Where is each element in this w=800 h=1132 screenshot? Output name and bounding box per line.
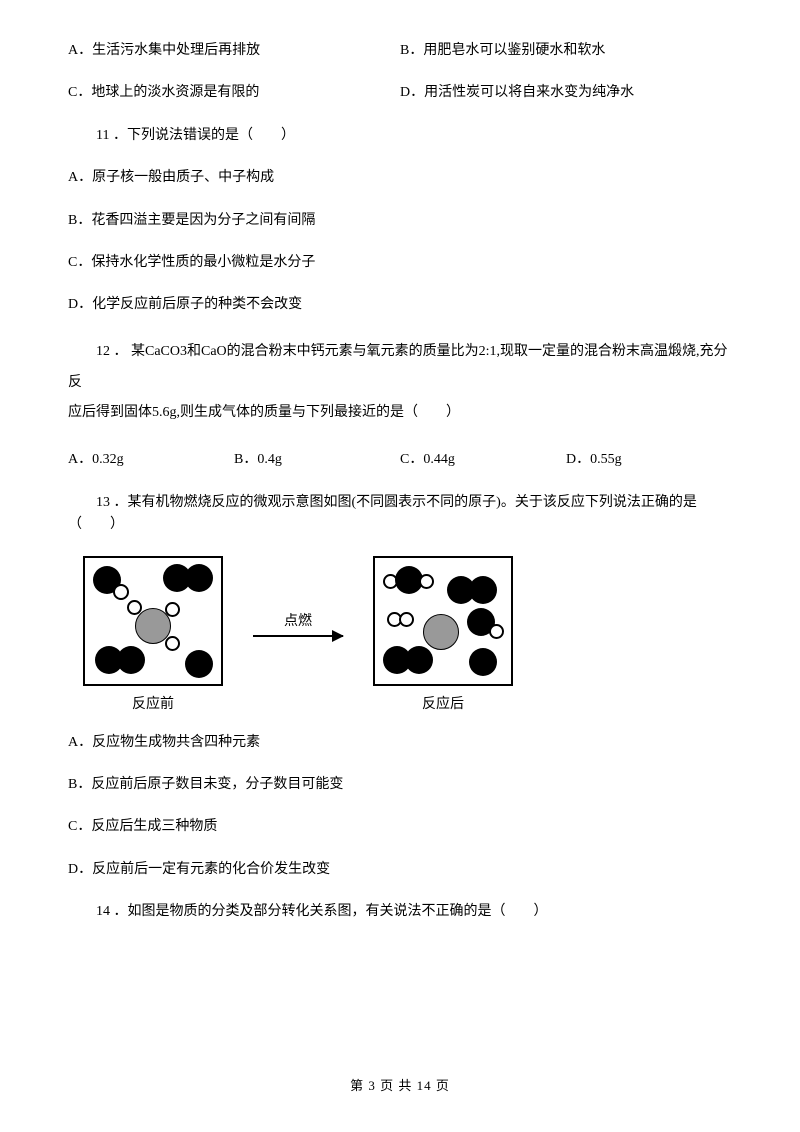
atom-gray: [423, 614, 459, 650]
prev-options-row1: A．生活污水集中处理后再排放 B．用肥皂水可以鉴别硬水和软水: [68, 40, 732, 62]
q11-stem: 11 ．下列说法错误的是（ ）: [68, 125, 732, 147]
q12-option-a: A．0.32g: [68, 449, 234, 471]
q13-option-d: D．反应前后一定有元素的化合价发生改变: [68, 859, 732, 881]
atom-black: [405, 646, 433, 674]
atom-white: [113, 584, 129, 600]
q12-stem: 12 ． 某CaCO3和CaO的混合粉末中钙元素与氧元素的质量比为2:1,现取一…: [68, 337, 732, 429]
option-b: B．用肥皂水可以鉴别硬水和软水: [400, 40, 732, 62]
after-label: 反应后: [422, 694, 464, 716]
after-box: [373, 556, 513, 686]
q11-option-b: B．花香四溢主要是因为分子之间有间隔: [68, 210, 732, 232]
atom-white: [399, 612, 414, 627]
atom-black: [117, 646, 145, 674]
q12-stem-line1: 12 ． 某CaCO3和CaO的混合粉末中钙元素与氧元素的质量比为2:1,现取一…: [68, 344, 728, 390]
before-group: 反应前: [83, 556, 223, 716]
q13-option-c: C．反应后生成三种物质: [68, 816, 732, 838]
arrow-label: 点燃: [284, 611, 312, 633]
q12-options: A．0.32g B．0.4g C．0.44g D．0.55g: [68, 449, 732, 471]
atom-black: [469, 648, 497, 676]
before-box: [83, 556, 223, 686]
page-footer: 第 3 页 共 14 页: [0, 1076, 800, 1097]
q13-option-a: A．反应物生成物共含四种元素: [68, 732, 732, 754]
q13-stem: 13 ．某有机物燃烧反应的微观示意图如图(不同圆表示不同的原子)。关于该反应下列…: [68, 492, 732, 537]
option-c: C．地球上的淡水资源是有限的: [68, 82, 400, 104]
q14-stem: 14 ．如图是物质的分类及部分转化关系图，有关说法不正确的是（ ）: [68, 901, 732, 923]
q13-option-b: B．反应前后原子数目未变，分子数目可能变: [68, 774, 732, 796]
q11-option-c: C．保持水化学性质的最小微粒是水分子: [68, 252, 732, 274]
atom-white: [419, 574, 434, 589]
q11-option-a: A．原子核一般由质子、中子构成: [68, 167, 732, 189]
prev-options-row2: C．地球上的淡水资源是有限的 D．用活性炭可以将自来水变为纯净水: [68, 82, 732, 104]
atom-white: [165, 636, 180, 651]
atom-black: [185, 564, 213, 592]
arrow-icon: [253, 635, 343, 637]
atom-white: [165, 602, 180, 617]
atom-black: [185, 650, 213, 678]
q12-option-d: D．0.55g: [566, 449, 732, 471]
q12-stem-line2: 应后得到固体5.6g,则生成气体的质量与下列最接近的是（ ）: [68, 405, 460, 420]
arrow-group: 点燃: [253, 611, 343, 662]
q11-option-d: D．化学反应前后原子的种类不会改变: [68, 294, 732, 316]
q12-option-c: C．0.44g: [400, 449, 566, 471]
reaction-diagram: 反应前 点燃 反应后: [83, 556, 732, 716]
option-d: D．用活性炭可以将自来水变为纯净水: [400, 82, 732, 104]
before-label: 反应前: [132, 694, 174, 716]
atom-black: [469, 576, 497, 604]
q12-option-b: B．0.4g: [234, 449, 400, 471]
after-group: 反应后: [373, 556, 513, 716]
option-a: A．生活污水集中处理后再排放: [68, 40, 400, 62]
atom-white: [489, 624, 504, 639]
